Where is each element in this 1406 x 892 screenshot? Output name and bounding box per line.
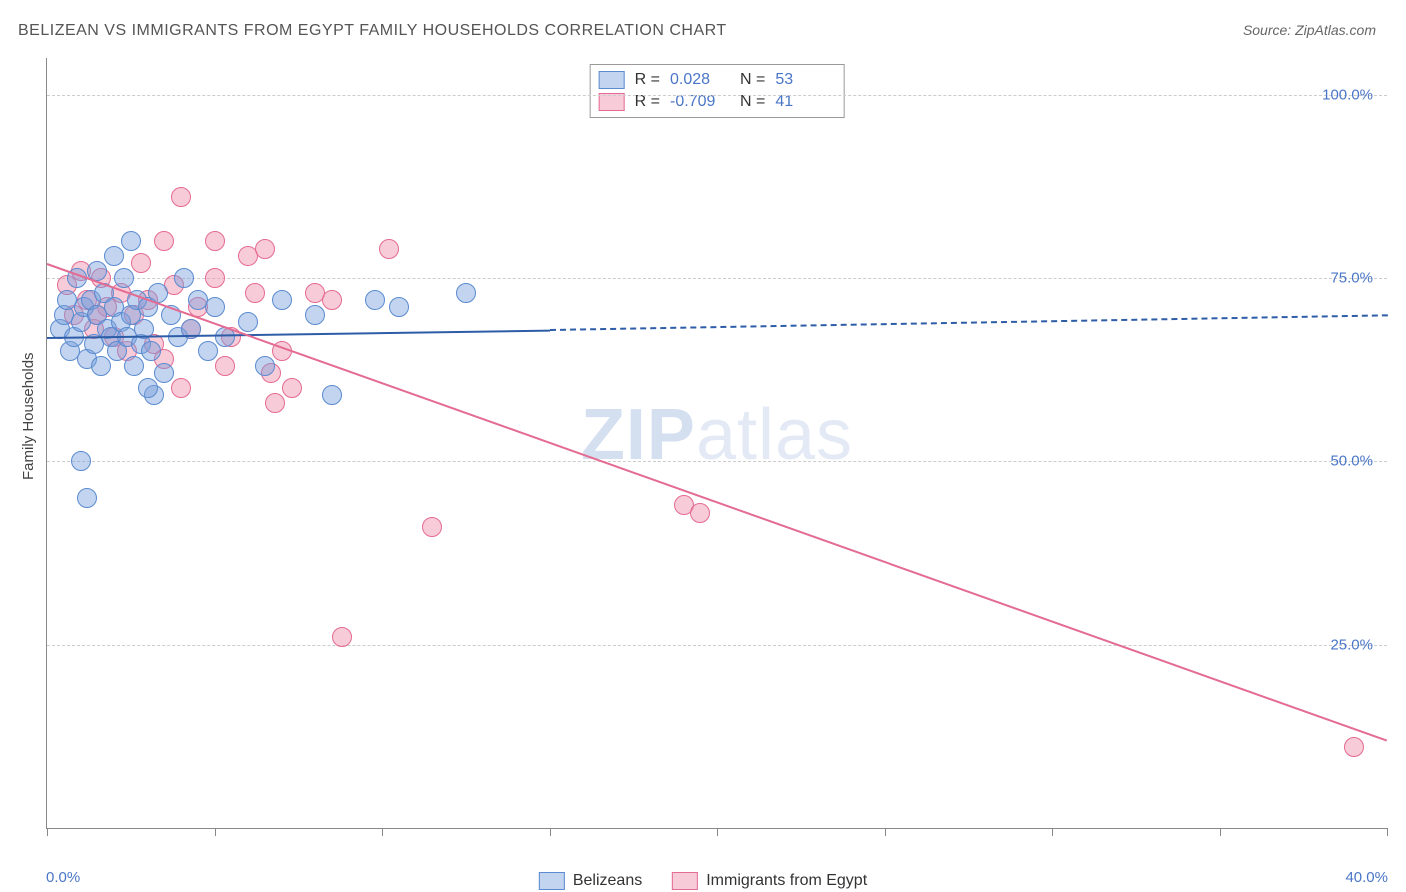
data-point xyxy=(322,290,342,310)
y-axis-label: Family Households xyxy=(20,352,37,480)
data-point xyxy=(272,290,292,310)
data-point xyxy=(121,231,141,251)
data-point xyxy=(71,451,91,471)
data-point xyxy=(205,231,225,251)
gridline xyxy=(47,278,1387,279)
x-tick xyxy=(47,828,48,836)
data-point xyxy=(104,246,124,266)
data-point xyxy=(305,305,325,325)
y-tick-label: 75.0% xyxy=(1330,270,1373,287)
data-point xyxy=(422,517,442,537)
data-point xyxy=(282,378,302,398)
data-point xyxy=(245,283,265,303)
x-tick xyxy=(1220,828,1221,836)
data-point xyxy=(389,297,409,317)
data-point xyxy=(141,341,161,361)
gridline xyxy=(47,461,1387,462)
data-point xyxy=(138,378,158,398)
data-point xyxy=(365,290,385,310)
data-point xyxy=(198,341,218,361)
data-point xyxy=(205,268,225,288)
swatch-belizeans xyxy=(599,71,625,89)
data-point xyxy=(456,283,476,303)
x-max-label: 40.0% xyxy=(1345,869,1388,886)
data-point xyxy=(238,312,258,332)
data-point xyxy=(255,356,275,376)
data-point xyxy=(114,268,134,288)
correlation-legend: R = 0.028 N = 53 R = -0.709 N = 41 xyxy=(590,64,845,118)
data-point xyxy=(379,239,399,259)
data-point xyxy=(154,363,174,383)
legend-item-belizeans: Belizeans xyxy=(539,872,642,890)
y-tick-label: 50.0% xyxy=(1330,453,1373,470)
data-point xyxy=(77,488,97,508)
x-tick xyxy=(885,828,886,836)
y-tick-label: 100.0% xyxy=(1322,86,1373,103)
x-tick xyxy=(215,828,216,836)
x-tick xyxy=(1387,828,1388,836)
data-point xyxy=(171,378,191,398)
x-tick xyxy=(717,828,718,836)
data-point xyxy=(215,356,235,376)
series-legend: Belizeans Immigrants from Egypt xyxy=(539,872,867,890)
data-point xyxy=(205,297,225,317)
trend-line xyxy=(549,315,1387,332)
data-point xyxy=(91,356,111,376)
gridline xyxy=(47,645,1387,646)
chart-title: BELIZEAN VS IMMIGRANTS FROM EGYPT FAMILY… xyxy=(18,22,727,40)
swatch-belizeans-bottom xyxy=(539,872,565,890)
data-point xyxy=(154,231,174,251)
data-point xyxy=(1344,737,1364,757)
data-point xyxy=(171,187,191,207)
watermark: ZIPatlas xyxy=(581,394,853,476)
gridline xyxy=(47,95,1387,96)
legend-row-belizeans: R = 0.028 N = 53 xyxy=(599,69,836,91)
data-point xyxy=(131,253,151,273)
x-tick xyxy=(550,828,551,836)
x-tick xyxy=(382,828,383,836)
data-point xyxy=(332,627,352,647)
data-point xyxy=(255,239,275,259)
data-point xyxy=(322,385,342,405)
legend-item-egypt: Immigrants from Egypt xyxy=(672,872,867,890)
y-tick-label: 25.0% xyxy=(1330,636,1373,653)
x-min-label: 0.0% xyxy=(46,869,80,886)
trend-line xyxy=(47,263,1388,742)
x-tick xyxy=(1052,828,1053,836)
swatch-egypt xyxy=(599,93,625,111)
plot-area: ZIPatlas R = 0.028 N = 53 R = -0.709 N =… xyxy=(46,58,1387,829)
data-point xyxy=(690,503,710,523)
source-label: Source: ZipAtlas.com xyxy=(1243,22,1376,38)
swatch-egypt-bottom xyxy=(672,872,698,890)
data-point xyxy=(265,393,285,413)
data-point xyxy=(174,268,194,288)
data-point xyxy=(124,356,144,376)
